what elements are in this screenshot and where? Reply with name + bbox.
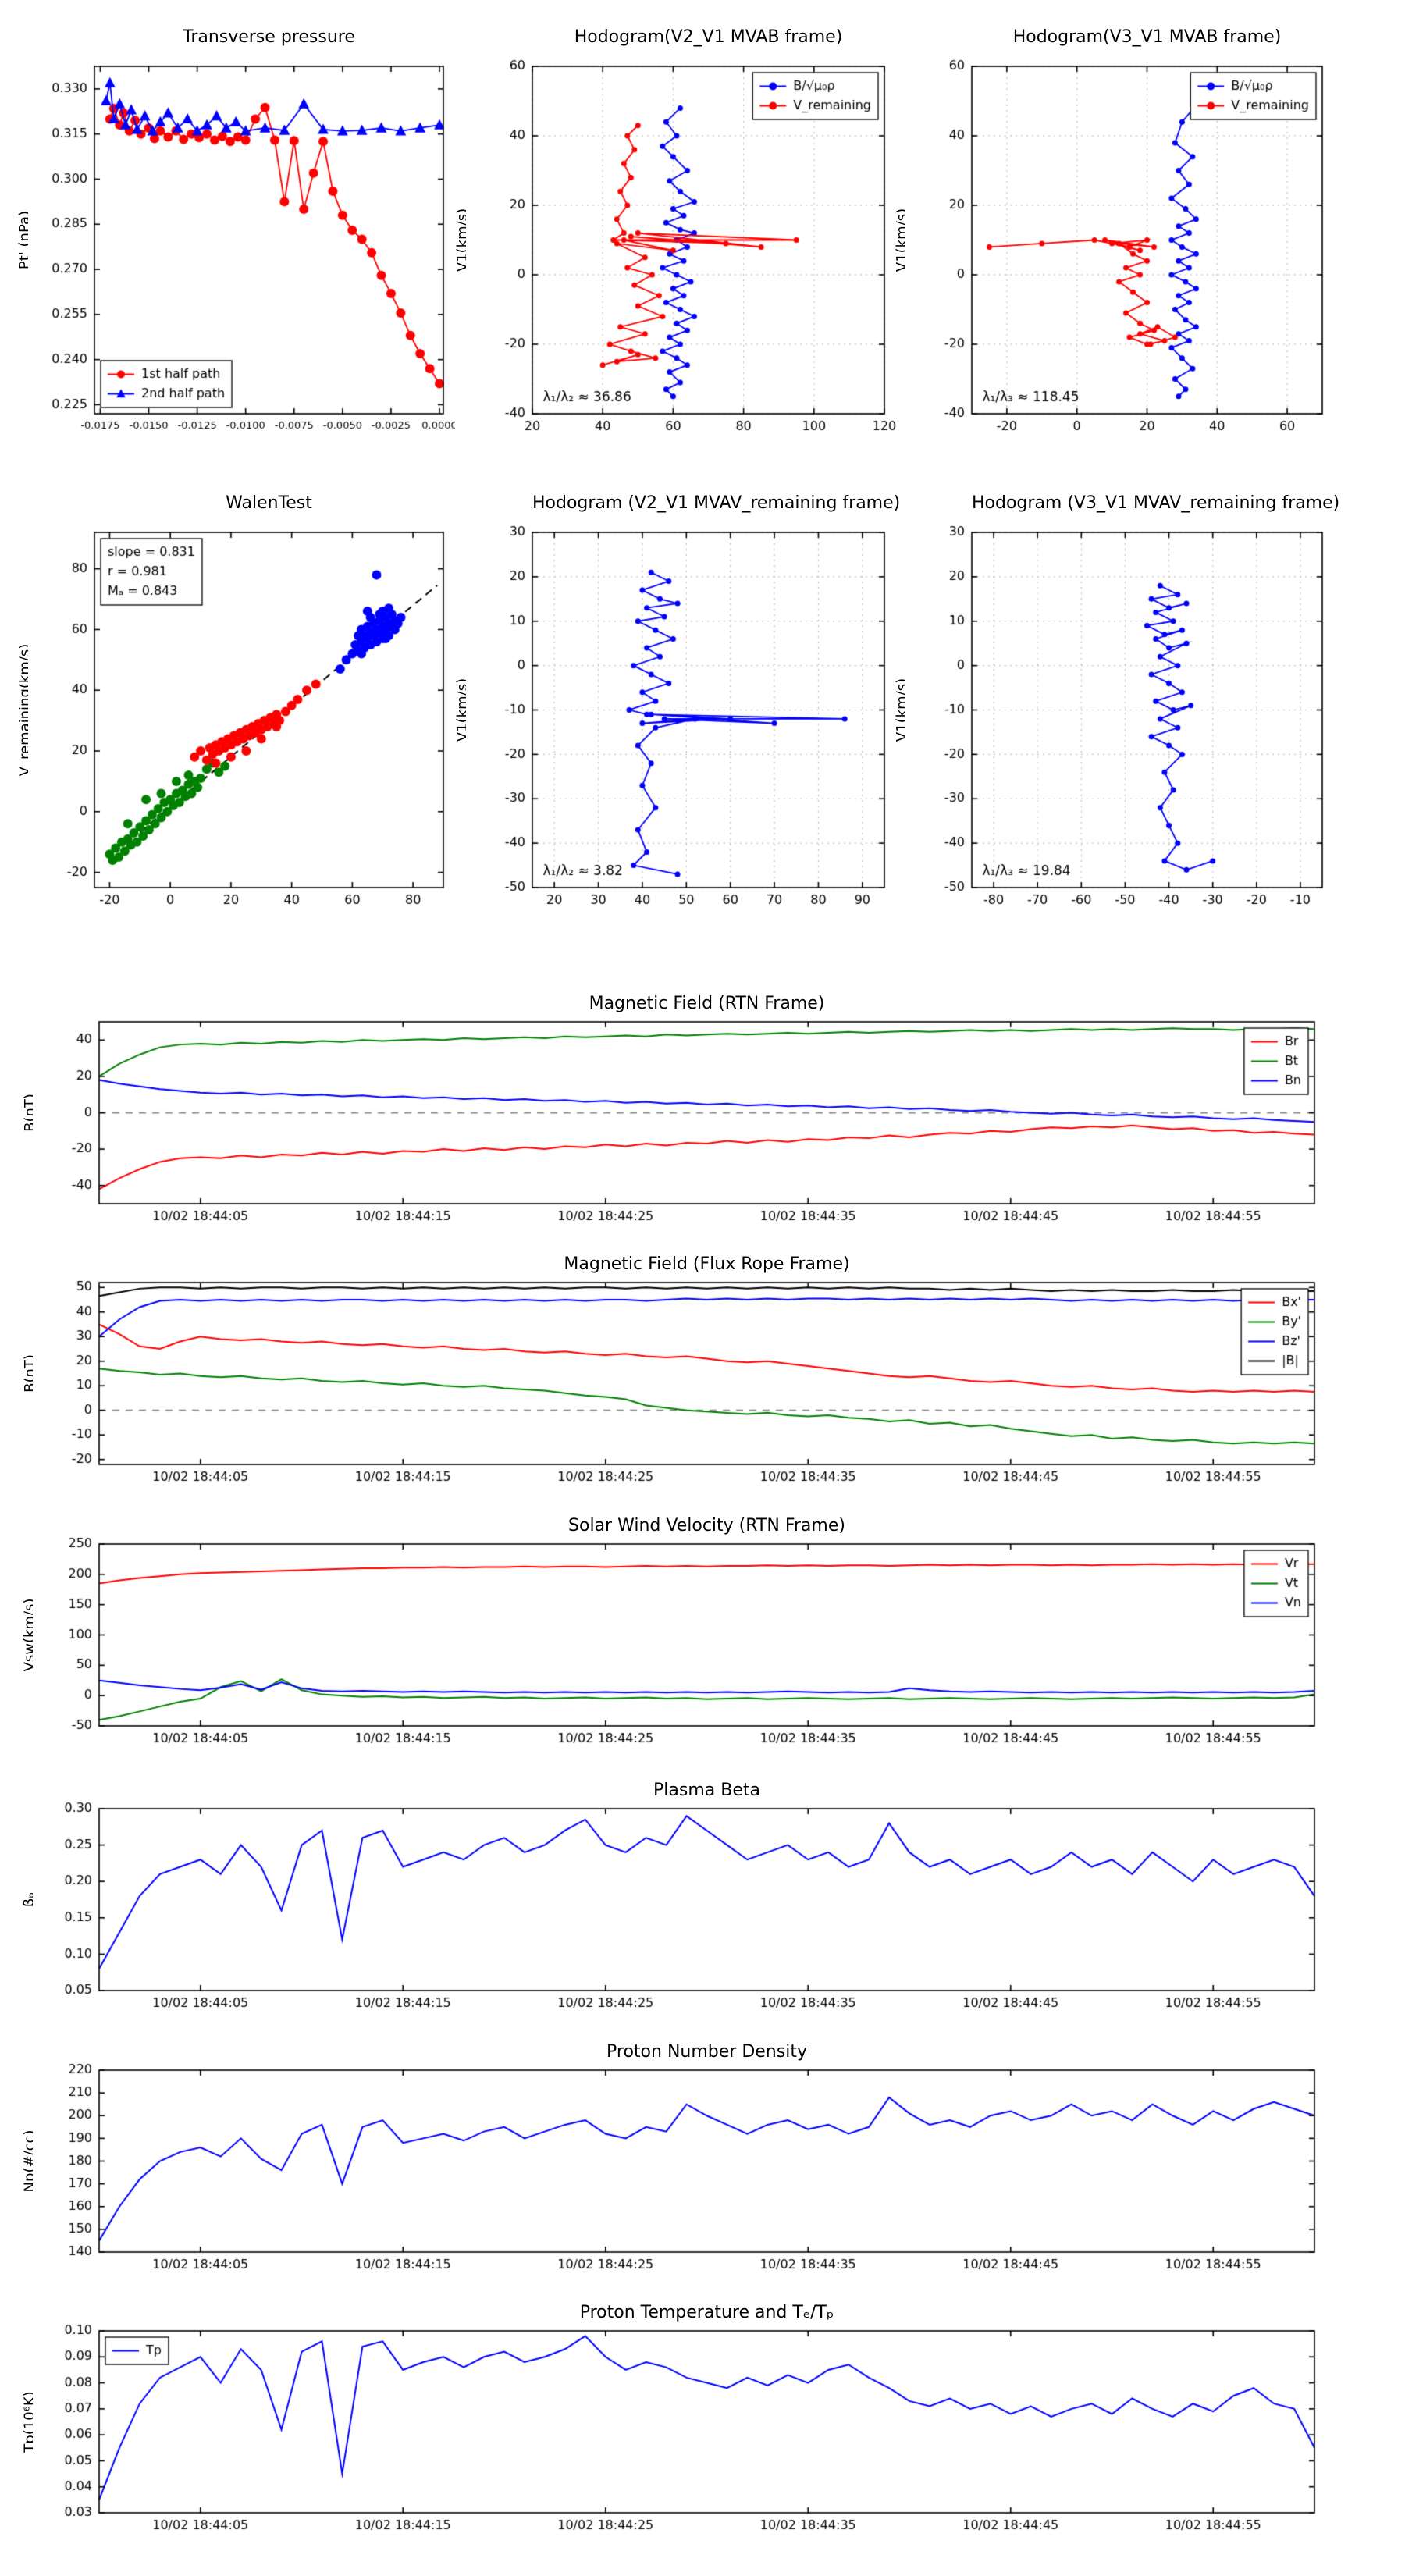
plot-title: Magnetic Field (Flux Rope Frame)	[564, 1254, 850, 1274]
magnetic-field-flux-rope-canvas	[33, 1273, 1326, 1507]
solar-wind-velocity-canvas	[33, 1535, 1326, 1769]
plot-transverse-pressure: Transverse pressure Pt' (nPa) A' (T·m)	[17, 27, 455, 457]
proton-number-density-canvas	[33, 2061, 1326, 2295]
magnetic-field-rtn-canvas	[33, 1012, 1326, 1247]
plot-title: WalenTest	[226, 493, 312, 513]
hodogram-v2v1-mvab-canvas	[466, 57, 896, 457]
plot-title: Magnetic Field (RTN Frame)	[589, 994, 825, 1013]
transverse-pressure-canvas	[28, 57, 455, 457]
plot-title: Hodogram (V2_V1 MVAV_remaining frame)	[532, 493, 901, 513]
plasma-beta-canvas	[33, 1799, 1326, 2033]
plot-title: Plasma Beta	[653, 1781, 760, 1800]
plot-hodogram-v3v1-mvav: Hodogram (V3_V1 MVAV_remaining frame) V1…	[895, 493, 1339, 930]
plot-hodogram-v2v1-mvav: Hodogram (V2_V1 MVAV_remaining frame) V1…	[455, 493, 900, 930]
plot-magnetic-field-rtn: Magnetic Field (RTN Frame) B(nT)	[22, 994, 1326, 1247]
plot-plasma-beta: Plasma Beta βₚ	[21, 1781, 1326, 2033]
hodogram-v3v1-mvab-canvas	[905, 57, 1334, 457]
plot-title: Proton Temperature and Tₑ/Tₚ	[579, 2303, 834, 2322]
plot-proton-number-density: Proton Number Density Np(#/cc)	[22, 2042, 1326, 2295]
plot-title: Solar Wind Velocity (RTN Frame)	[568, 1516, 845, 1535]
plot-solar-wind-velocity: Solar Wind Velocity (RTN Frame) Vsw(km/s…	[22, 1516, 1326, 1769]
plot-title: Transverse pressure	[183, 27, 355, 47]
plot-title: Hodogram(V2_V1 MVAB frame)	[574, 27, 843, 47]
plot-hodogram-v2v1-mvab: Hodogram(V2_V1 MVAB frame) V1(km/s) V2(k…	[455, 27, 896, 457]
plot-walen-test: WalenTest V_remaining(km/s) Vₐ(km/s)	[17, 493, 455, 930]
plot-title: Proton Number Density	[606, 2042, 807, 2062]
plot-title: Hodogram(V3_V1 MVAB frame)	[1012, 27, 1282, 47]
proton-temperature-canvas	[33, 2322, 1326, 2556]
hodogram-v2v1-mvav-canvas	[466, 523, 896, 930]
walen-test-canvas	[28, 523, 455, 930]
plot-proton-temperature: Proton Temperature and Tₑ/Tₚ Tp(10⁶K)	[22, 2303, 1326, 2556]
plot-magnetic-field-flux-rope: Magnetic Field (Flux Rope Frame) B(nT)	[22, 1254, 1326, 1507]
hodogram-v3v1-mvav-canvas	[905, 523, 1334, 930]
plot-hodogram-v3v1-mvab: Hodogram(V3_V1 MVAB frame) V1(km/s) V3(k…	[895, 27, 1334, 457]
plot-title: Hodogram (V3_V1 MVAV_remaining frame)	[972, 493, 1340, 513]
